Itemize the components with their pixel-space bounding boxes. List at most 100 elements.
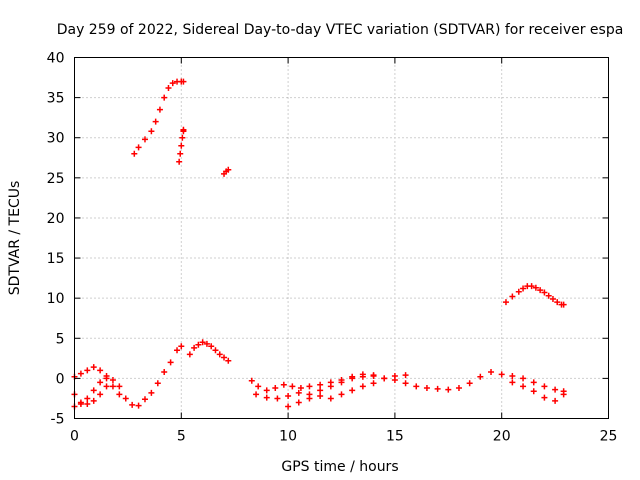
- data-point: [549, 295, 556, 302]
- data-point: [221, 354, 228, 361]
- data-point: [272, 385, 279, 392]
- series-arc-8: [248, 368, 567, 395]
- data-point: [109, 376, 116, 383]
- data-point: [161, 94, 168, 101]
- data-point: [274, 395, 281, 402]
- y-axis-label: SDTVAR / TECUs: [7, 181, 23, 296]
- data-point: [191, 344, 198, 351]
- data-point: [216, 351, 223, 358]
- data-point: [90, 364, 97, 371]
- x-tick-label: 10: [279, 429, 297, 445]
- data-point: [295, 389, 302, 396]
- data-point: [552, 397, 559, 404]
- data-point: [156, 106, 163, 113]
- data-point: [129, 401, 136, 408]
- data-point: [349, 387, 356, 394]
- data-point: [225, 166, 232, 173]
- data-point: [297, 385, 304, 392]
- y-tick-label: 35: [47, 91, 65, 107]
- data-point: [338, 379, 345, 386]
- data-point: [103, 372, 110, 379]
- data-point: [179, 134, 186, 141]
- data-point: [131, 150, 138, 157]
- data-point: [509, 379, 516, 386]
- data-point: [391, 372, 398, 379]
- data-point: [515, 288, 522, 295]
- data-point: [338, 391, 345, 398]
- data-point: [141, 136, 148, 143]
- data-point: [498, 371, 505, 378]
- data-point: [180, 126, 187, 133]
- data-point: [263, 394, 270, 401]
- data-point: [116, 391, 123, 398]
- data-point: [208, 343, 215, 350]
- data-point: [545, 292, 552, 299]
- data-point: [165, 84, 172, 91]
- data-point: [285, 393, 292, 400]
- data-point: [199, 339, 206, 346]
- data-point: [97, 367, 104, 374]
- data-point: [402, 372, 409, 379]
- data-point: [327, 395, 334, 402]
- data-point: [161, 368, 168, 375]
- data-point: [413, 383, 420, 390]
- data-point: [423, 385, 430, 392]
- data-point: [116, 383, 123, 390]
- data-point: [306, 395, 313, 402]
- series-arc-10: [285, 372, 377, 410]
- data-point: [477, 373, 484, 380]
- series-arc-12: [502, 283, 567, 308]
- y-tick-label: 0: [56, 371, 65, 387]
- data-point: [552, 386, 559, 393]
- data-point: [541, 394, 548, 401]
- data-point: [530, 379, 537, 386]
- data-point: [502, 299, 509, 306]
- x-tick-label: 25: [600, 429, 618, 445]
- data-point: [176, 158, 183, 165]
- x-axis-label: GPS time / hours: [281, 459, 398, 475]
- data-point: [359, 373, 366, 380]
- data-point: [560, 391, 567, 398]
- data-point: [248, 377, 255, 384]
- y-tick-label: 25: [47, 171, 65, 187]
- data-point: [509, 293, 516, 300]
- data-point: [148, 128, 155, 135]
- data-point: [225, 357, 232, 364]
- series-arc-11: [509, 379, 567, 404]
- x-tick-label: 5: [177, 429, 186, 445]
- data-point: [167, 359, 174, 366]
- data-point: [317, 393, 324, 400]
- data-point: [541, 383, 548, 390]
- axis-ticks: 0 5 10 15 20 25 -5 0 5 10 15 20 25 30 35 40: [47, 51, 618, 445]
- data-point: [84, 367, 91, 374]
- data-point: [434, 385, 441, 392]
- data-point: [135, 144, 142, 151]
- data-point: [289, 383, 296, 390]
- data-point: [186, 351, 193, 358]
- data-point: [122, 395, 129, 402]
- data-point: [359, 383, 366, 390]
- x-tick-label: 0: [70, 429, 79, 445]
- y-tick-label: 40: [47, 51, 65, 67]
- data-point: [263, 387, 270, 394]
- data-point: [174, 347, 181, 354]
- data-point: [177, 150, 184, 157]
- data-point: [90, 397, 97, 404]
- data-point: [255, 383, 262, 390]
- data-point: [77, 401, 84, 408]
- data-point: [537, 287, 544, 294]
- data-point: [528, 283, 535, 290]
- data-point: [520, 285, 527, 292]
- data-point: [152, 118, 159, 125]
- data-point: [285, 403, 292, 410]
- series-arc-4: [131, 78, 187, 157]
- data-point: [295, 399, 302, 406]
- data-point: [253, 391, 260, 398]
- data-point: [84, 395, 91, 402]
- data-point: [455, 385, 462, 392]
- data-point: [84, 401, 91, 408]
- data-point: [97, 379, 104, 386]
- data-point: [327, 383, 334, 390]
- data-point: [445, 386, 452, 393]
